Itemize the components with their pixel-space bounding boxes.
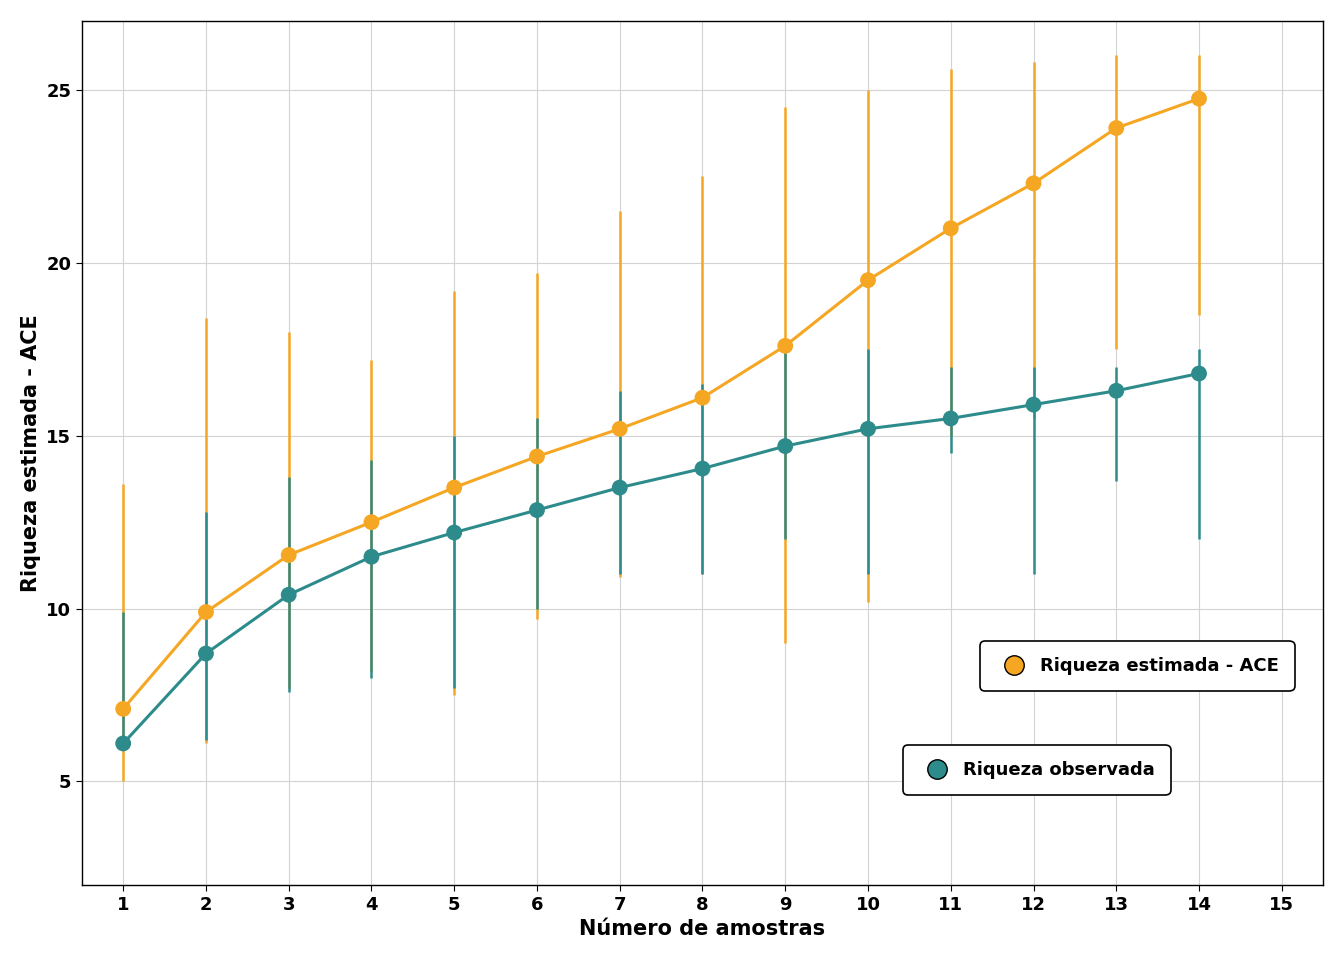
Legend: Riqueza observada: Riqueza observada bbox=[909, 750, 1165, 790]
Point bbox=[609, 421, 630, 437]
Point bbox=[857, 421, 879, 437]
Point bbox=[1188, 366, 1210, 381]
Y-axis label: Riqueza estimada - ACE: Riqueza estimada - ACE bbox=[22, 314, 40, 592]
Point bbox=[1023, 176, 1044, 191]
Point bbox=[939, 411, 961, 426]
Point bbox=[609, 480, 630, 495]
Point bbox=[360, 549, 382, 564]
Point bbox=[1106, 383, 1128, 398]
Point bbox=[692, 390, 714, 405]
Point bbox=[1188, 91, 1210, 107]
Point bbox=[278, 588, 300, 603]
Point bbox=[360, 515, 382, 530]
Point bbox=[278, 547, 300, 563]
Point bbox=[527, 448, 548, 464]
Point bbox=[527, 502, 548, 517]
Point bbox=[1106, 120, 1128, 135]
Point bbox=[1023, 396, 1044, 412]
Point bbox=[939, 221, 961, 236]
Point bbox=[774, 439, 796, 454]
Point bbox=[444, 525, 465, 540]
Point bbox=[195, 605, 216, 620]
Point bbox=[692, 461, 714, 476]
Point bbox=[113, 735, 134, 751]
Point bbox=[857, 273, 879, 288]
Point bbox=[195, 646, 216, 661]
Point bbox=[444, 480, 465, 495]
Point bbox=[113, 701, 134, 716]
Point bbox=[774, 338, 796, 353]
X-axis label: Número de amostras: Número de amostras bbox=[579, 919, 825, 939]
